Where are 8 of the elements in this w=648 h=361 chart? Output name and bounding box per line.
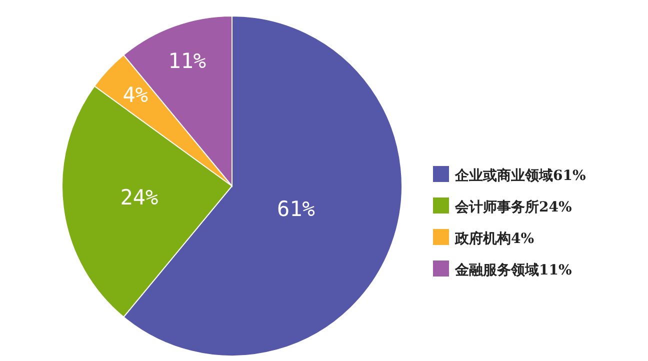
legend-label: 企业或商业领域61% — [454, 167, 586, 184]
legend-label: 政府机构4% — [454, 230, 534, 247]
legend-label: 会计师事务所24% — [454, 200, 572, 216]
data-label: 24% — [120, 186, 159, 210]
data-label: 61% — [277, 197, 316, 222]
data-label: 4% — [122, 83, 148, 108]
data-label: 11% — [168, 49, 206, 74]
legend-label: 金融服务领域11% — [454, 262, 572, 278]
